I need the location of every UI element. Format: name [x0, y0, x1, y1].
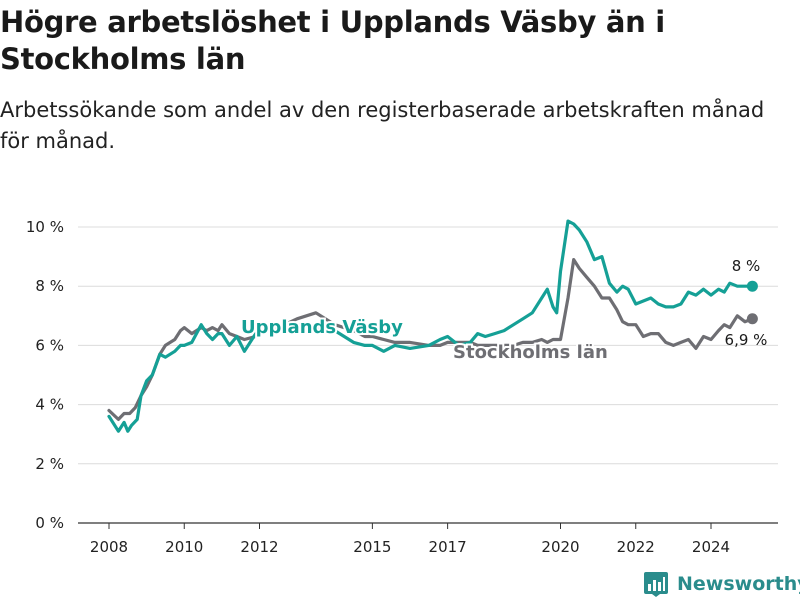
x-tick-label: 2017: [429, 538, 467, 556]
series-label-stockholms-lan: Stockholms län: [453, 342, 608, 363]
y-tick-label: 0 %: [35, 514, 64, 532]
x-tick-label: 2008: [90, 538, 128, 556]
x-axis-ticks: 2008 2010 2012 2015 2017 2020 2022 2024: [90, 523, 730, 556]
y-tick-label: 4 %: [35, 396, 64, 414]
x-tick-label: 2024: [692, 538, 730, 556]
x-tick-label: 2020: [541, 538, 579, 556]
y-tick-label: 6 %: [35, 336, 64, 354]
series-lines: [107, 219, 758, 433]
series-end-dot-stockholms-lan: [746, 313, 758, 325]
end-value-upplands-vasby: 8 %: [732, 257, 761, 275]
series-line-stockholms-lan: [107, 258, 754, 421]
brand-logo: Newsworthy: [643, 569, 800, 599]
x-tick-label: 2022: [617, 538, 655, 556]
chart-subtitle: Arbetssökande som andel av den registerb…: [0, 98, 765, 153]
chart-title: Högre arbetslöshet i Upplands Väsby än i…: [0, 5, 665, 76]
y-tick-label: 8 %: [35, 277, 64, 295]
series-labels: Upplands Väsby Stockholms län 8 % 6,9 %: [239, 257, 768, 365]
series-label-upplands-vasby: Upplands Väsby: [241, 317, 403, 338]
brand-name: Newsworthy: [677, 573, 800, 595]
end-value-stockholms-lan: 6,9 %: [725, 331, 768, 349]
y-tick-label: 10 %: [26, 218, 64, 236]
y-axis-ticks: 0 % 2 % 4 % 6 % 8 % 10 %: [26, 218, 64, 532]
gridlines: [78, 226, 778, 465]
newsworthy-chart-icon: [644, 572, 668, 597]
series-end-dot-upplands-vasby: [746, 280, 758, 292]
y-tick-label: 2 %: [35, 455, 64, 473]
x-tick-label: 2012: [240, 538, 278, 556]
x-tick-label: 2015: [353, 538, 391, 556]
series-line-upplands-vasby: [107, 219, 754, 433]
x-tick-label: 2010: [165, 538, 203, 556]
